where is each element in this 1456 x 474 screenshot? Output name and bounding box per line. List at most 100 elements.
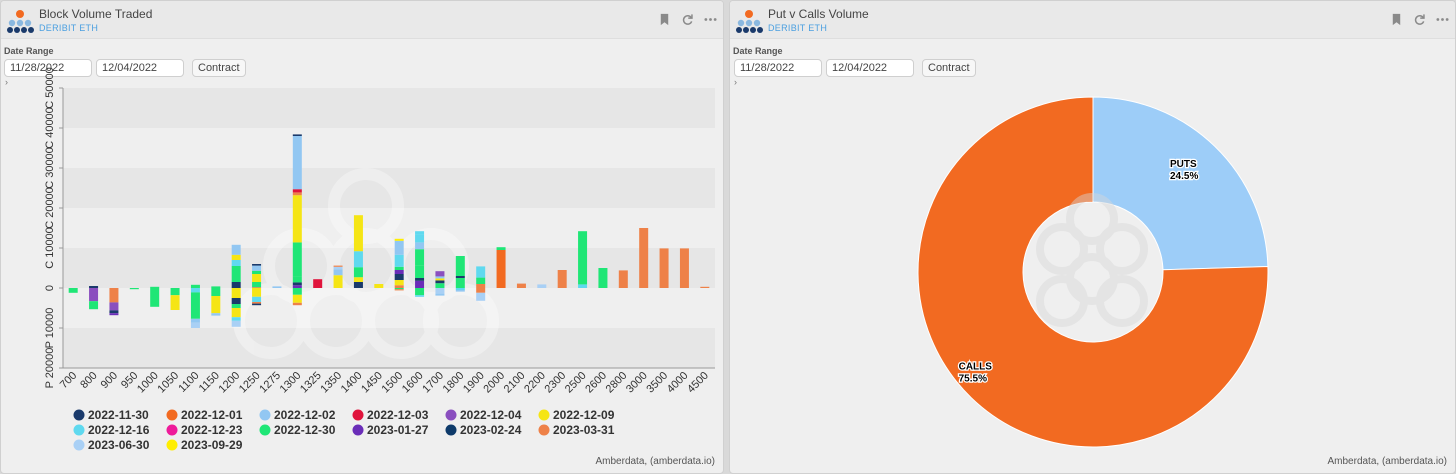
legend-item[interactable]: 2022-12-30 [259, 423, 336, 437]
bar-segment[interactable] [231, 304, 241, 308]
bar-segment[interactable] [109, 313, 119, 316]
bar-segment[interactable] [272, 286, 282, 288]
legend-item[interactable]: 2023-03-31 [538, 423, 615, 437]
bar-segment[interactable] [415, 288, 425, 296]
chevron-right-icon[interactable]: › [5, 77, 8, 87]
bar-segment[interactable] [252, 265, 262, 271]
bar-segment[interactable] [333, 265, 343, 267]
legend-item[interactable]: 2022-12-04 [445, 408, 522, 422]
bar-segment[interactable] [292, 134, 302, 136]
bar-segment[interactable] [292, 195, 302, 243]
bar-segment[interactable] [292, 192, 302, 196]
bar-segment[interactable] [231, 244, 241, 255]
bar-segment[interactable] [394, 270, 404, 274]
bar-segment[interactable] [394, 254, 404, 267]
date-to-input[interactable] [96, 59, 184, 77]
bar-segment[interactable] [252, 302, 262, 304]
bar-segment[interactable] [415, 234, 425, 243]
bar-segment[interactable] [252, 303, 262, 306]
date-from-input[interactable] [4, 59, 92, 77]
bar-segment[interactable] [415, 231, 425, 235]
bar-segment[interactable] [252, 288, 262, 297]
bar-segment[interactable] [292, 189, 302, 193]
bar-segment[interactable] [476, 284, 486, 288]
more-icon[interactable] [704, 13, 717, 26]
bar-segment[interactable] [435, 280, 445, 284]
bar-segment[interactable] [231, 254, 241, 260]
date-to-input[interactable] [826, 59, 914, 77]
bar-segment[interactable] [89, 301, 99, 310]
legend-item[interactable]: 2022-12-03 [352, 408, 429, 422]
bar-segment[interactable] [415, 249, 425, 266]
bar-segment[interactable] [190, 288, 200, 293]
bar-segment[interactable] [150, 286, 160, 288]
bar-segment[interactable] [252, 296, 262, 302]
bar-segment[interactable] [435, 283, 445, 288]
bar-segment[interactable] [476, 292, 486, 301]
bar-segment[interactable] [415, 280, 425, 288]
bar-segment[interactable] [476, 277, 486, 284]
bar-segment[interactable] [333, 266, 343, 270]
bar-segment[interactable] [231, 317, 241, 321]
bar-segment[interactable] [394, 238, 404, 241]
bar-segment[interactable] [639, 228, 649, 288]
bar-segment[interactable] [313, 279, 323, 288]
contract-button[interactable]: Contract [192, 59, 246, 77]
donut-slice-calls[interactable] [917, 96, 1269, 448]
bar-segment[interactable] [292, 242, 302, 277]
bar-segment[interactable] [89, 288, 99, 302]
bar-segment[interactable] [292, 288, 302, 295]
bar-segment[interactable] [394, 280, 404, 286]
bar-segment[interactable] [211, 286, 221, 288]
bar-segment[interactable] [252, 282, 262, 288]
bookmark-icon[interactable] [658, 13, 671, 26]
bar-segment[interactable] [435, 278, 445, 281]
bar-segment[interactable] [170, 295, 180, 310]
bar-segment[interactable] [435, 276, 445, 279]
bar-segment[interactable] [252, 270, 262, 274]
bar-segment[interactable] [455, 278, 465, 288]
bar-segment[interactable] [89, 286, 99, 288]
bar-segment[interactable] [415, 278, 425, 281]
bar-segment[interactable] [353, 282, 363, 288]
bar-segment[interactable] [353, 251, 363, 268]
bar-segment[interactable] [211, 288, 221, 296]
legend-item[interactable]: 2022-12-23 [166, 423, 243, 437]
bar-segment[interactable] [292, 136, 302, 190]
bar-segment[interactable] [618, 270, 628, 288]
more-icon[interactable] [1436, 13, 1449, 26]
bar-segment[interactable] [211, 296, 221, 314]
bar-segment[interactable] [679, 248, 689, 288]
bar-segment[interactable] [394, 240, 404, 255]
bar-segment[interactable] [109, 310, 119, 314]
bar-segment[interactable] [374, 284, 384, 288]
bar-segment[interactable] [435, 293, 445, 296]
contract-button[interactable]: Contract [922, 59, 976, 77]
bar-segment[interactable] [170, 288, 180, 296]
bar-segment[interactable] [190, 322, 200, 328]
date-from-input[interactable] [734, 59, 822, 77]
legend-item[interactable]: 2022-12-01 [166, 408, 243, 422]
bar-segment[interactable] [394, 285, 404, 288]
bar-segment[interactable] [252, 274, 262, 282]
legend-item[interactable]: 2022-12-09 [538, 408, 615, 422]
bar-segment[interactable] [394, 266, 404, 270]
bar-segment[interactable] [252, 287, 262, 288]
bar-segment[interactable] [109, 302, 119, 311]
bar-segment[interactable] [496, 250, 506, 288]
bar-segment[interactable] [292, 294, 302, 303]
bar-segment[interactable] [353, 267, 363, 278]
bar-segment[interactable] [578, 231, 588, 285]
bar-segment[interactable] [109, 288, 119, 303]
bar-segment[interactable] [415, 242, 425, 250]
bar-segment[interactable] [455, 290, 465, 292]
bar-segment[interactable] [231, 288, 241, 298]
bar-segment[interactable] [292, 282, 302, 286]
bar-segment[interactable] [537, 284, 547, 288]
bar-segment[interactable] [211, 313, 221, 316]
bar-segment[interactable] [231, 308, 241, 318]
bar-segment[interactable] [150, 288, 160, 307]
bookmark-icon[interactable] [1390, 13, 1403, 26]
legend-item[interactable]: 2023-02-24 [445, 423, 522, 437]
legend-item[interactable]: 2023-01-27 [352, 423, 429, 437]
